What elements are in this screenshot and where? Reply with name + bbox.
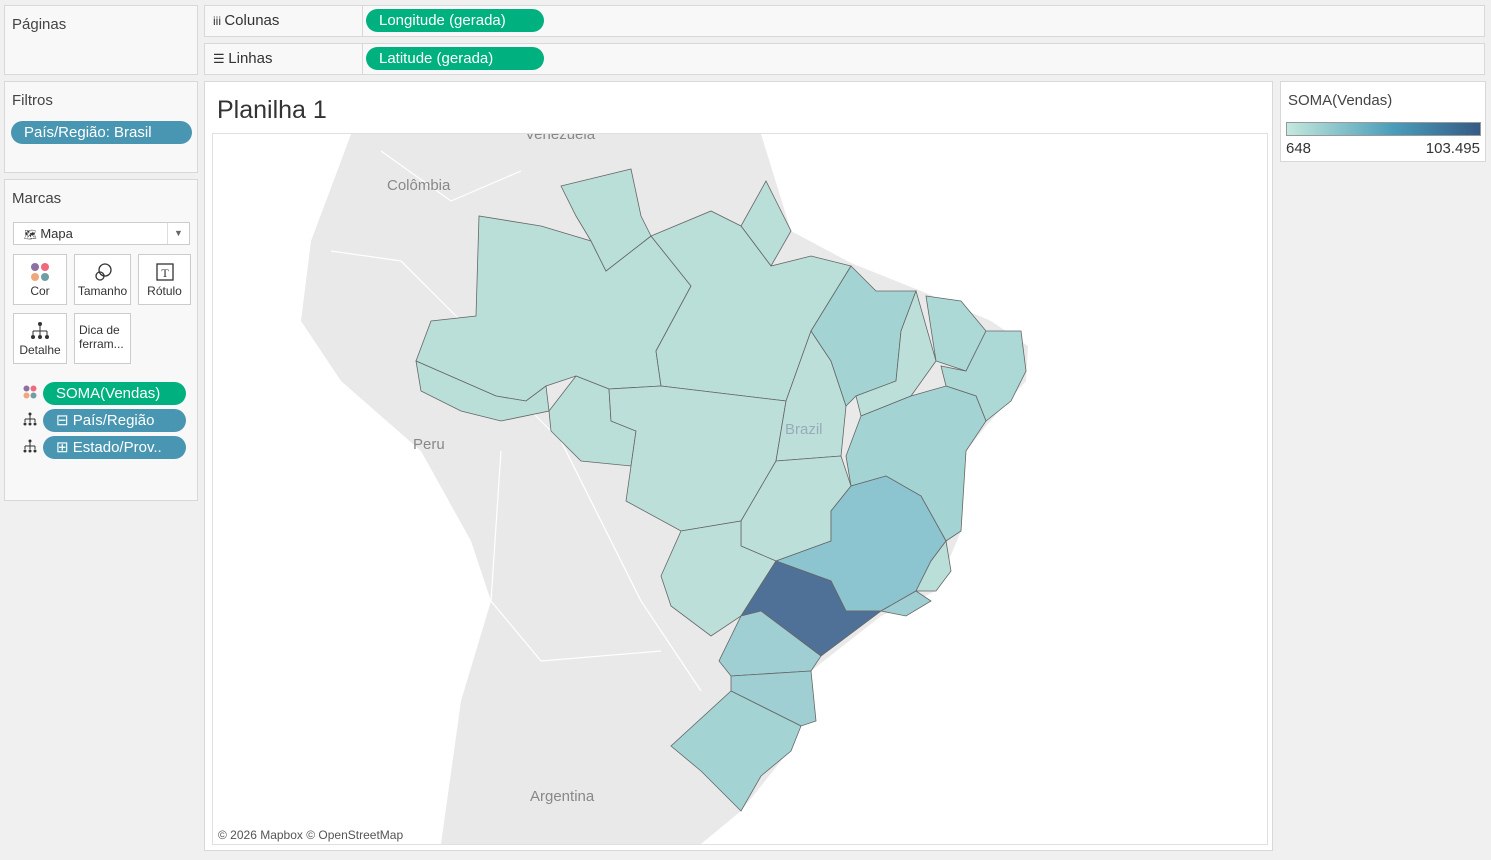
filter-pill-country[interactable]: País/Região: Brasil [11,121,192,144]
field-color-icon [23,385,37,404]
marks-panel: Marcas 🗺 Mapa ▼ Cor Tamanho T Rótulo Det… [4,179,198,501]
longitude-pill[interactable]: Longitude (gerada) [366,9,544,32]
rows-icon: ☰ [213,51,229,66]
map-label-argentina: Argentina [530,788,595,805]
label-card[interactable]: T Rótulo [138,254,191,305]
tooltip-card[interactable]: Dica de ferram... [74,313,131,364]
color-legend[interactable]: SOMA(Vendas) 648 103.495 [1280,81,1486,162]
mark-type-dropdown[interactable]: 🗺 Mapa ▼ [13,222,190,245]
filters-title: Filtros [12,92,53,109]
map-label-venezuela: Venezuela [525,133,596,143]
columns-shelf[interactable]: iii Colunas Longitude (gerada) [204,5,1485,37]
map-label-peru: Peru [413,436,445,453]
field-detail-icon [23,412,37,431]
state-piaui [855,289,937,417]
marks-title: Marcas [12,190,62,207]
detail-card[interactable]: Detalhe [13,313,67,364]
legend-gradient [1286,122,1481,136]
field-pill-country[interactable]: ⊟ País/Região [43,409,186,432]
columns-label: Colunas [224,12,280,29]
state-santa-catarina [730,670,817,727]
map-icon: 🗺 [24,230,37,241]
pages-title: Páginas [12,16,67,33]
state-espirito-santo [915,540,952,592]
legend-title: SOMA(Vendas) [1288,92,1393,109]
map-label-colombia: Colômbia [387,177,451,194]
size-card[interactable]: Tamanho [74,254,131,305]
field-detail-icon [23,439,37,458]
field-pill-state[interactable]: ⊞ Estado/Prov.. [43,436,186,459]
color-card[interactable]: Cor [13,254,67,305]
rows-label: Linhas [228,50,273,67]
state-rio-grande-do-sul [670,690,802,812]
map-label-brazil: Brazil [785,421,823,438]
map[interactable]: Venezuela Colômbia Peru Brazil Argentina… [212,133,1268,845]
color-icon [14,262,66,284]
detail-icon [14,321,66,343]
rows-shelf[interactable]: ☰ Linhas Latitude (gerada) [204,43,1485,75]
sheet-title: Planilha 1 [217,96,327,124]
size-icon [75,262,130,284]
chevron-down-icon: ▼ [167,223,189,244]
brazil-states [415,168,1027,812]
svg-text:T: T [161,266,169,280]
pages-panel: Páginas [4,5,198,75]
label-icon: T [139,262,190,284]
columns-icon: iii [213,14,225,28]
map-attribution[interactable]: © 2026 Mapbox © OpenStreetMap [218,828,403,842]
mark-type-value: Mapa [40,226,73,241]
legend-max: 103.495 [1425,140,1480,157]
legend-min: 648 [1286,140,1312,157]
field-pill-sales[interactable]: SOMA(Vendas) [43,382,186,405]
state-parana [718,610,822,677]
latitude-pill[interactable]: Latitude (gerada) [366,47,544,70]
state-roraima [560,168,652,272]
filters-panel: Filtros País/Região: Brasil [4,81,198,173]
state-rio-de-janeiro [879,590,932,617]
